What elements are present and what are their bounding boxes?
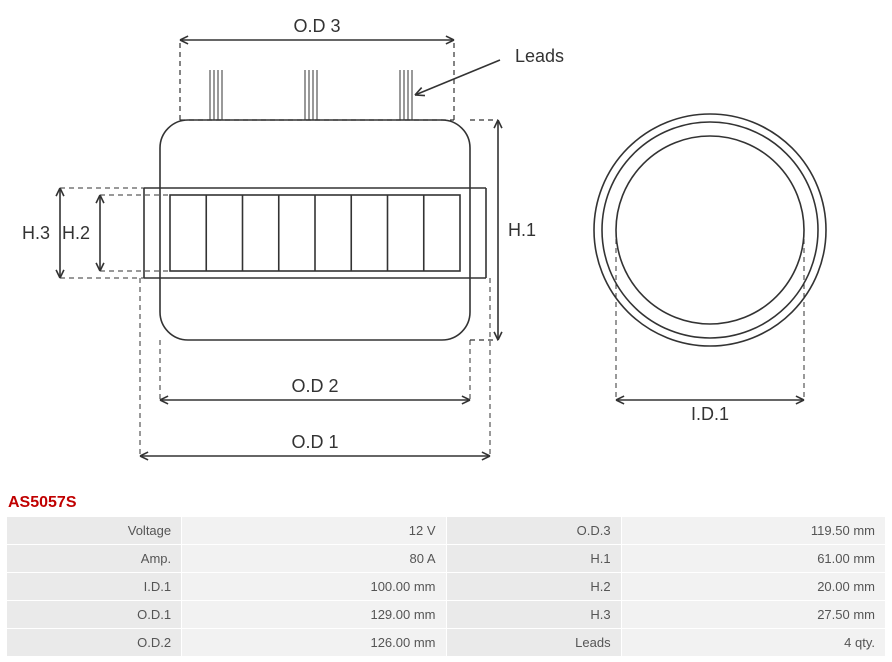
svg-text:O.D 1: O.D 1 (291, 432, 338, 452)
diagram-area: Leads O.D 3 O.D 2 O.D 1 H.1 H.2 H.3 I.D.1 (0, 0, 892, 490)
spec-value: 27.50 mm (622, 601, 885, 628)
spec-value: 61.00 mm (622, 545, 885, 572)
spec-label: H.3 (447, 601, 621, 628)
spec-label: H.1 (447, 545, 621, 572)
spec-value: 80 A (182, 545, 445, 572)
technical-drawing: Leads O.D 3 O.D 2 O.D 1 H.1 H.2 H.3 I.D.1 (0, 0, 892, 490)
table-row: Amp.80 AH.161.00 mm (7, 545, 885, 572)
spec-value: 4 qty. (622, 629, 885, 656)
spec-label: Amp. (7, 545, 181, 572)
spec-table: Voltage12 VO.D.3119.50 mmAmp.80 AH.161.0… (6, 516, 886, 657)
table-row: Voltage12 VO.D.3119.50 mm (7, 517, 885, 544)
spec-label: O.D.2 (7, 629, 181, 656)
svg-text:H.1: H.1 (508, 220, 536, 240)
svg-text:O.D 3: O.D 3 (293, 16, 340, 36)
spec-value: 20.00 mm (622, 573, 885, 600)
spec-label: Voltage (7, 517, 181, 544)
spec-label: I.D.1 (7, 573, 181, 600)
svg-text:Leads: Leads (515, 46, 564, 66)
spec-value: 100.00 mm (182, 573, 445, 600)
part-number: AS5057S (8, 494, 77, 512)
svg-text:O.D 2: O.D 2 (291, 376, 338, 396)
table-row: I.D.1100.00 mmH.220.00 mm (7, 573, 885, 600)
spec-label: Leads (447, 629, 621, 656)
spec-value: 129.00 mm (182, 601, 445, 628)
spec-label: O.D.3 (447, 517, 621, 544)
svg-text:I.D.1: I.D.1 (691, 404, 729, 424)
table-row: O.D.1129.00 mmH.327.50 mm (7, 601, 885, 628)
spec-value: 12 V (182, 517, 445, 544)
spec-value: 119.50 mm (622, 517, 885, 544)
spec-label: O.D.1 (7, 601, 181, 628)
table-row: O.D.2126.00 mmLeads4 qty. (7, 629, 885, 656)
spec-label: H.2 (447, 573, 621, 600)
svg-text:H.3: H.3 (22, 223, 50, 243)
spec-value: 126.00 mm (182, 629, 445, 656)
svg-text:H.2: H.2 (62, 223, 90, 243)
